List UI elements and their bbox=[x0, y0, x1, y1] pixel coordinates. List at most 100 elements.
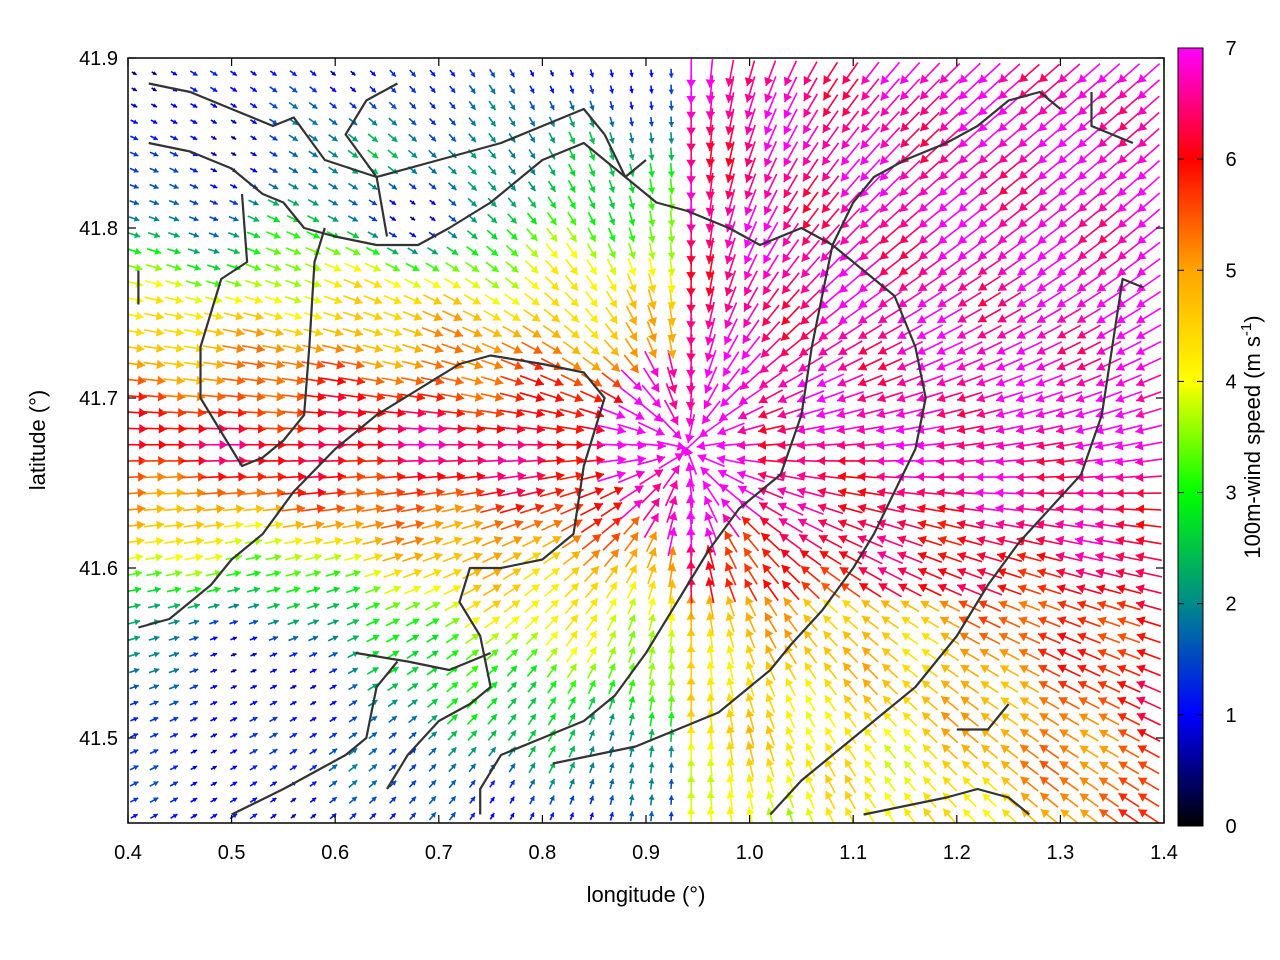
wind-vector bbox=[508, 100, 516, 111]
wind-vector bbox=[567, 696, 577, 710]
wind-vector bbox=[922, 760, 937, 776]
wind-vector bbox=[837, 519, 863, 531]
wind-vector bbox=[896, 519, 923, 530]
wind-vector bbox=[838, 340, 863, 356]
wind-vector bbox=[1016, 357, 1043, 371]
wind-vector bbox=[479, 487, 506, 497]
wind-vector bbox=[488, 132, 497, 143]
wind-vector bbox=[190, 813, 198, 819]
wind-vector bbox=[757, 455, 784, 466]
wind-vector bbox=[1135, 441, 1163, 451]
wind-vector bbox=[362, 344, 384, 353]
wind-vector bbox=[1036, 552, 1062, 562]
wind-vector bbox=[146, 247, 162, 255]
wind-vector bbox=[921, 695, 939, 711]
wind-vector bbox=[876, 535, 904, 548]
wind-vector bbox=[429, 69, 436, 77]
wind-vector bbox=[128, 586, 142, 594]
wind-vector bbox=[305, 569, 322, 578]
wind-vector bbox=[643, 512, 660, 539]
wind-vector bbox=[587, 679, 596, 695]
wind-vector bbox=[526, 212, 538, 225]
wind-vector bbox=[1057, 160, 1081, 181]
wind-vector bbox=[539, 487, 565, 498]
wind-vector bbox=[320, 376, 346, 386]
wind-vector bbox=[919, 62, 941, 85]
wind-vector bbox=[1035, 519, 1063, 530]
wind-vector bbox=[805, 807, 815, 823]
wind-vector bbox=[725, 157, 735, 183]
wind-vector bbox=[1019, 696, 1039, 710]
wind-vector bbox=[667, 646, 676, 664]
wind-vector bbox=[642, 497, 661, 521]
wind-vector bbox=[879, 258, 902, 277]
wind-vector bbox=[1135, 520, 1162, 530]
wind-vector bbox=[1059, 728, 1080, 743]
wind-vector bbox=[386, 247, 399, 255]
wind-vector bbox=[578, 424, 605, 435]
wind-vector bbox=[837, 471, 863, 482]
wind-vector bbox=[1055, 424, 1083, 435]
wind-vector bbox=[668, 116, 675, 127]
wind-vector bbox=[230, 70, 238, 77]
wind-vector bbox=[1117, 696, 1141, 710]
wind-vector bbox=[247, 215, 260, 222]
wind-vector bbox=[1116, 324, 1142, 340]
wind-vector bbox=[147, 232, 161, 239]
wind-vector bbox=[189, 70, 198, 77]
wind-vector bbox=[627, 614, 636, 631]
wind-vector bbox=[962, 776, 978, 792]
wind-vector bbox=[528, 165, 536, 176]
wind-vector bbox=[524, 599, 540, 613]
wind-vector bbox=[489, 780, 496, 788]
wind-vector bbox=[921, 727, 938, 744]
wind-vector bbox=[644, 350, 659, 378]
wind-vector bbox=[362, 360, 384, 370]
wind-vector bbox=[628, 211, 636, 226]
wind-vector bbox=[956, 583, 983, 596]
wind-vector bbox=[587, 663, 597, 679]
wind-vector bbox=[976, 357, 1003, 371]
wind-vector bbox=[823, 646, 838, 664]
wind-vector bbox=[321, 343, 345, 354]
wind-vector bbox=[939, 600, 961, 613]
wind-vector bbox=[129, 135, 139, 141]
wind-vector bbox=[322, 327, 344, 337]
wind-vector bbox=[607, 663, 616, 679]
wind-vector bbox=[975, 519, 1004, 530]
wind-vector bbox=[401, 376, 425, 386]
wind-vector bbox=[489, 68, 496, 78]
wind-vector bbox=[859, 224, 881, 245]
wind-vector bbox=[821, 142, 840, 166]
wind-vector bbox=[801, 581, 820, 600]
wind-vector bbox=[146, 570, 162, 578]
wind-vector bbox=[879, 143, 901, 165]
wind-vector bbox=[648, 178, 656, 194]
wind-vector bbox=[387, 133, 398, 143]
wind-vector bbox=[995, 425, 1024, 435]
wind-vector bbox=[606, 258, 617, 276]
wind-vector bbox=[1017, 584, 1042, 595]
wind-vector bbox=[1015, 408, 1044, 419]
wind-vector bbox=[348, 763, 358, 772]
wind-vector bbox=[568, 761, 576, 774]
wind-vector bbox=[467, 165, 478, 176]
wind-vector bbox=[128, 216, 140, 222]
wind-vector bbox=[249, 700, 258, 706]
wind-vector bbox=[917, 535, 943, 547]
wind-vector bbox=[509, 69, 515, 78]
wind-vector bbox=[229, 716, 238, 722]
wind-vector bbox=[1117, 208, 1141, 229]
wind-vector bbox=[978, 160, 1001, 180]
wind-vector bbox=[209, 216, 219, 222]
wind-vector bbox=[999, 664, 1020, 677]
wind-vector bbox=[902, 711, 918, 727]
wind-vector bbox=[977, 600, 1002, 612]
wind-vector bbox=[995, 456, 1024, 466]
wind-vector bbox=[607, 243, 616, 259]
wind-vector bbox=[128, 667, 140, 674]
wind-vector bbox=[957, 408, 983, 419]
wind-vector bbox=[269, 134, 278, 141]
wind-vector bbox=[128, 602, 141, 610]
wind-vector bbox=[1118, 112, 1140, 132]
